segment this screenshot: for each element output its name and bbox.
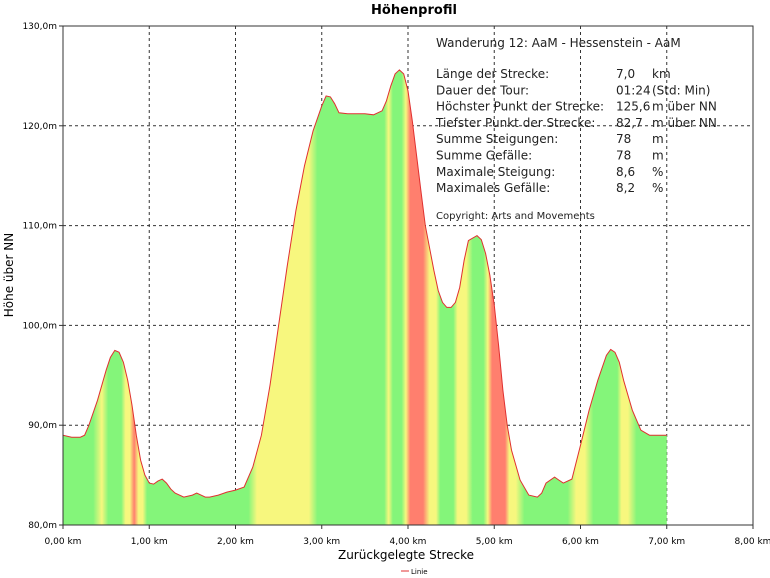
elevation-area <box>63 69 667 525</box>
info-row-value: 8,2 <box>616 181 635 195</box>
info-row-label: Höchster Punkt der Strecke: <box>436 100 604 114</box>
y-tick-label: 80,0m <box>28 521 57 531</box>
x-tick-label: 6,00 km <box>562 537 599 547</box>
info-row-value: 01:24 <box>616 83 651 97</box>
info-row-label: Tiefster Punkt der Strecke: <box>435 116 595 130</box>
info-row-label: Maximale Steigung: <box>436 165 555 179</box>
info-row-label: Maximales Gefälle: <box>436 181 550 195</box>
info-row-value: 7,0 <box>616 67 635 81</box>
info-row-unit: (Std: Min) <box>652 83 710 97</box>
info-row-unit: m über NN <box>652 100 717 114</box>
y-axis-label: Höhe über NN <box>2 233 16 317</box>
legend: Linie <box>401 568 428 576</box>
x-tick-label: 4,00 km <box>390 537 427 547</box>
x-tick-label: 8,00 km <box>735 537 770 547</box>
info-row-unit: % <box>652 181 663 195</box>
series-line-linie <box>63 69 667 498</box>
x-tick-label: 2,00 km <box>217 537 254 547</box>
x-tick-label: 1,00 km <box>131 537 168 547</box>
legend-label-linie: Linie <box>411 568 428 576</box>
x-tick-label: 5,00 km <box>476 537 513 547</box>
x-tick-label: 7,00 km <box>648 537 685 547</box>
info-row-unit: % <box>652 165 663 179</box>
info-row-label: Summe Steigungen: <box>436 132 558 146</box>
y-axis-ticks: 80,0m 90,0m 100,0m 110,0m 120,0m 130,0m <box>22 22 63 531</box>
info-row-value: 82,7 <box>616 116 643 130</box>
y-tick-label: 130,0m <box>22 22 57 32</box>
info-row-value: 78 <box>616 132 631 146</box>
x-axis-ticks: 0,00 km 1,00 km 2,00 km 3,00 km 4,00 km 5,00 … <box>45 525 770 547</box>
info-row-label: Summe Gefälle: <box>436 149 532 163</box>
info-row-label: Dauer der Tour: <box>436 83 529 97</box>
info-row-unit: m über NN <box>652 116 717 130</box>
y-tick-label: 120,0m <box>22 122 57 132</box>
chart-title: Höhenprofil <box>371 3 457 18</box>
info-row-value: 125,6 <box>616 100 650 114</box>
info-copyright: Copyright: Arts and Movements <box>436 211 595 222</box>
info-row-value: 78 <box>616 149 631 163</box>
info-row-unit: m <box>652 132 664 146</box>
info-row-label: Länge der Strecke: <box>436 67 549 81</box>
x-tick-label: 0,00 km <box>45 537 82 547</box>
y-tick-label: 100,0m <box>22 321 57 331</box>
x-tick-label: 3,00 km <box>303 537 340 547</box>
y-tick-label: 90,0m <box>28 421 57 431</box>
y-tick-label: 110,0m <box>22 222 57 232</box>
info-row-unit: m <box>652 149 664 163</box>
info-row-unit: km <box>652 67 671 81</box>
info-title: Wanderung 12: AaM - Hessenstein - AaM <box>436 36 681 50</box>
info-row-value: 8,6 <box>616 165 635 179</box>
info-rows: Länge der Strecke: 7,0 km Dauer der Tour: 01… <box>435 67 717 195</box>
plot-area <box>63 69 667 525</box>
info-box: Wanderung 12: AaM - Hessenstein - AaM Lä… <box>435 36 717 222</box>
x-axis-label: Zurückgelegte Strecke <box>338 548 474 562</box>
